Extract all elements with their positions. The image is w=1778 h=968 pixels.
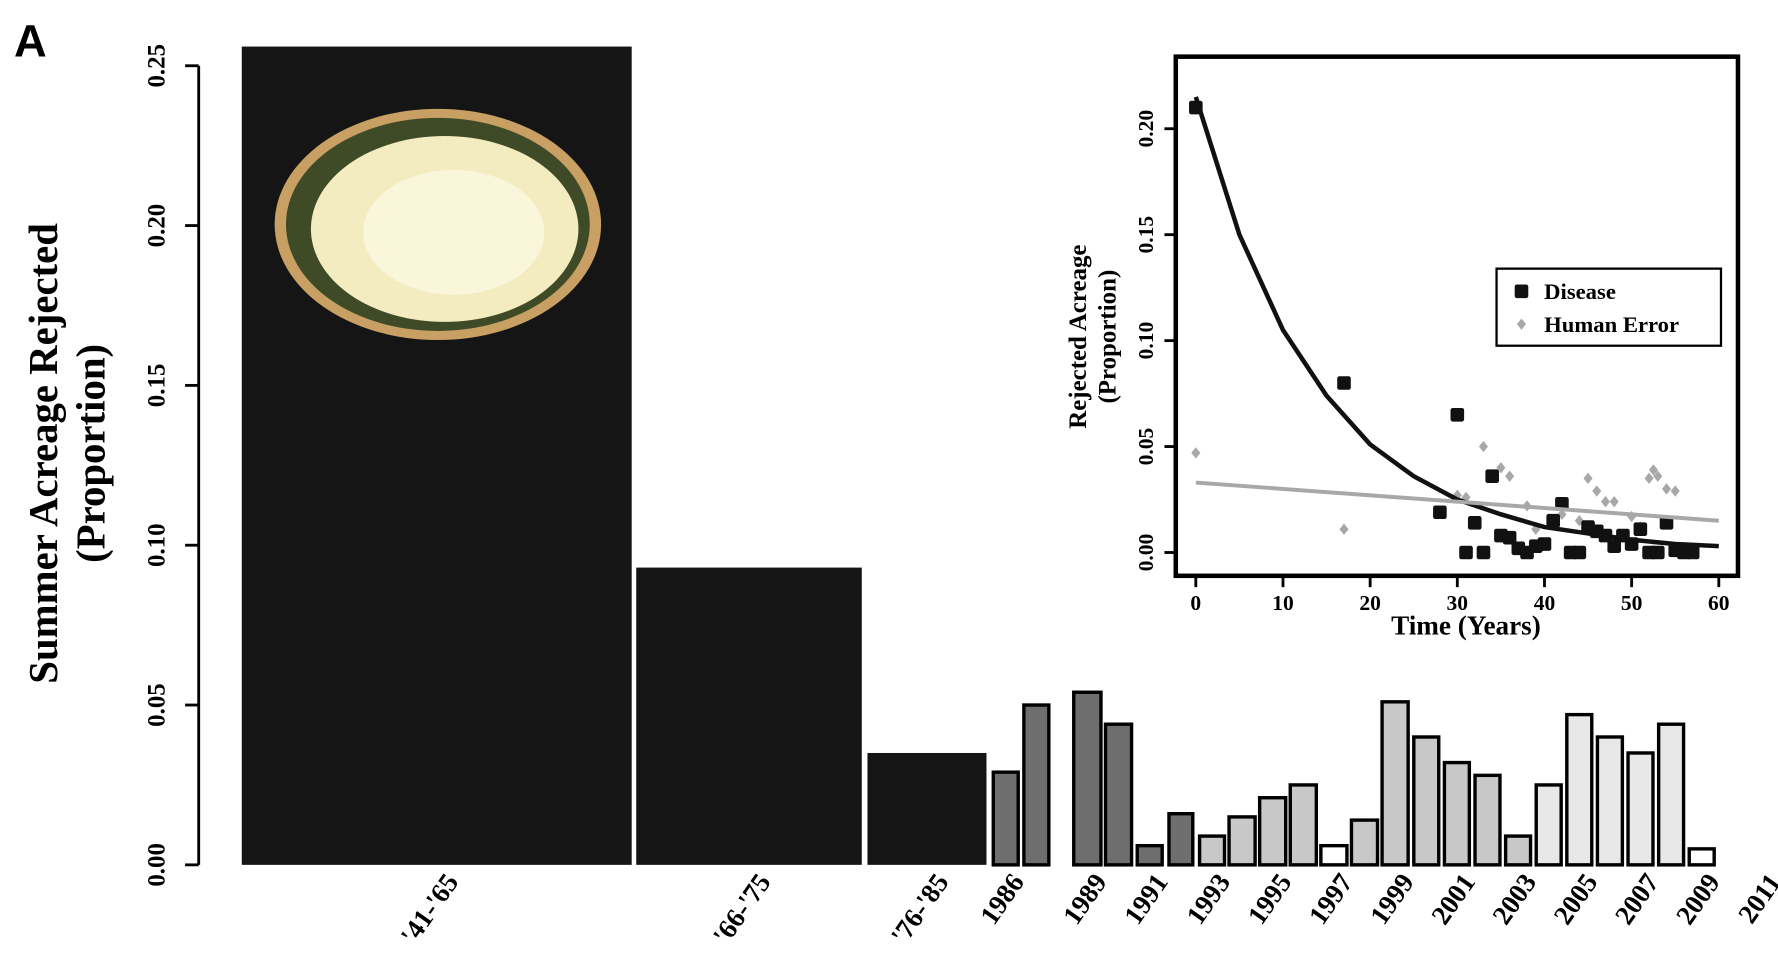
x-tick-label: 2011 [1732,868,1778,929]
bar [1288,783,1319,867]
panel-label: A [14,16,47,67]
bar [1534,783,1563,867]
y-tick-label: 0.20 [144,204,171,248]
y-axis-title: (Proportion) [1095,270,1122,404]
point [1537,537,1552,551]
x-tick-label: 60 [1708,591,1730,615]
x-tick-label: 2001 [1425,868,1481,930]
bar [1442,760,1472,867]
x-tick-label: 1989 [1057,868,1113,930]
point [1607,539,1622,553]
x-tick-label: 20 [1359,591,1381,615]
x-tick-label: 40 [1534,591,1556,615]
legend-label: Disease [1544,279,1616,304]
x-tick-label: 2007 [1609,868,1665,930]
y-tick-label: 0.05 [1134,428,1158,466]
point [1502,530,1517,545]
point [1592,485,1602,497]
x-tick-label: 10 [1272,591,1294,615]
bar [1135,843,1164,867]
bar [991,770,1020,867]
point [1339,523,1349,535]
point [1685,545,1700,560]
bar [1412,735,1441,867]
legend-marker [1514,284,1529,299]
y-tick-label: 0.20 [1134,110,1158,148]
bar [867,752,987,865]
x-tick-label: 1997 [1303,868,1359,930]
point [1459,545,1473,560]
point [1450,407,1465,422]
legend-label: Human Error [1544,312,1679,337]
x-tick-label: 1999 [1364,868,1420,930]
bar [1565,712,1594,867]
point [1609,495,1619,508]
y-tick-label: 0.25 [144,44,171,88]
y-axis-title: Summer Acreage Rejected [21,223,66,684]
point [1653,470,1663,482]
bar [1072,690,1103,867]
bar [1167,812,1195,867]
x-tick-label: 2005 [1548,868,1604,930]
x-tick-label: 1993 [1180,868,1236,930]
point [1546,513,1560,528]
fit-line [1195,480,1719,523]
point [1670,485,1680,497]
bar [1503,834,1533,867]
x-tick-label: '41-'65 [395,868,465,950]
legend [1495,267,1723,347]
point [1505,470,1515,482]
y-tick-label: 0.10 [144,523,171,567]
y-tick-label: 0.15 [1134,216,1158,254]
point [1485,469,1499,484]
bar [1626,751,1655,867]
point [1661,483,1672,495]
y-axis-title: Rejected Acreage [1065,245,1092,429]
y-tick-label: 0.15 [144,364,171,408]
bar [1257,796,1288,867]
x-axis-title: Time (Years) [1391,611,1541,641]
bar [1473,773,1502,867]
potato-photo [274,108,602,341]
bar [1656,722,1686,867]
x-tick-label: 2009 [1670,868,1726,930]
bar [1595,735,1625,867]
point [1600,495,1611,508]
bar [1022,703,1051,867]
x-tick-label: 1995 [1242,868,1298,930]
x-tick-label: 1991 [1118,868,1174,930]
bar [1103,722,1134,867]
bar [1349,818,1380,867]
y-tick-label: 0.00 [1134,534,1158,572]
x-tick-label: 1986 [974,868,1030,930]
inset-chart: Time (Years) Rejected Acreage (Proportio… [1065,54,1741,641]
bar [636,567,862,865]
y-tick-label: 0.10 [1134,322,1158,360]
bar [1227,815,1257,867]
x-tick-label: 50 [1621,591,1643,615]
point [1650,545,1665,560]
y-tick-label: 0.00 [144,843,171,887]
x-tick-label: 2003 [1487,868,1543,930]
y-axis-title: (Proportion) [69,344,114,563]
point [1572,545,1587,560]
bar [1319,843,1349,867]
fit-line [1193,96,1719,549]
x-tick-label: 30 [1447,591,1469,615]
bar [1380,700,1410,867]
x-tick-label: '66-'75 [707,868,777,950]
bar [1687,847,1716,867]
point [1337,376,1351,390]
bar [1197,834,1227,867]
y-tick-label: 0.05 [144,683,171,727]
point [1633,522,1648,536]
x-tick-label: '76-'85 [885,868,955,950]
point [1478,440,1488,453]
x-tick-label: 0 [1190,591,1201,615]
point [1433,505,1447,520]
point [1476,545,1491,560]
point [1467,516,1482,530]
point [1659,516,1674,530]
